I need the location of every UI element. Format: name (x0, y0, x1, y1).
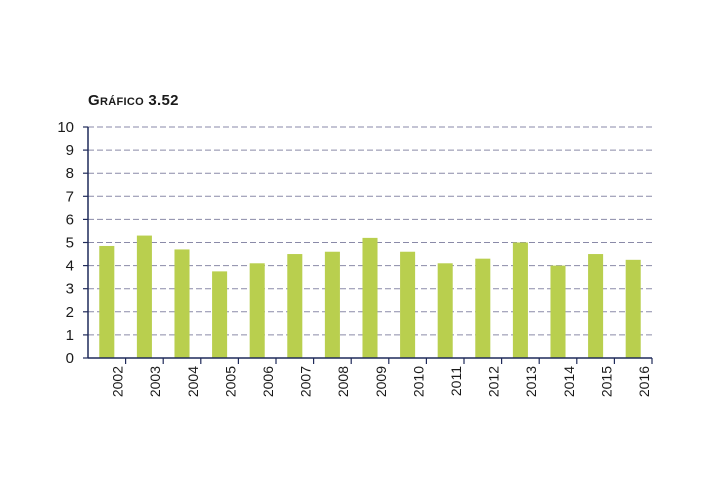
bar-2008 (324, 251, 340, 358)
bar-2010 (400, 251, 416, 358)
bar-2007 (287, 254, 303, 358)
bar-2014 (550, 265, 566, 358)
y-tick-label-2: 2 (66, 304, 74, 321)
x-tick-label-2002: 2002 (110, 366, 126, 397)
y-tick-label-6: 6 (66, 211, 74, 228)
x-tick-label-2015: 2015 (598, 366, 614, 397)
y-tick-label-5: 5 (66, 235, 74, 252)
axes (83, 126, 653, 364)
bar-2015 (588, 254, 604, 358)
bar-2003 (136, 235, 152, 358)
y-tick-label-7: 7 (66, 188, 74, 205)
bar-2012 (475, 258, 491, 358)
y-tick-label-1: 1 (66, 327, 74, 344)
x-tick-label-2003: 2003 (147, 366, 163, 397)
bar-2004 (174, 249, 190, 358)
y-tick-label-4: 4 (66, 258, 74, 275)
y-tick-label-3: 3 (66, 281, 74, 298)
bar-2009 (362, 237, 378, 358)
x-tick-label-2016: 2016 (636, 366, 652, 397)
x-tick-label-2006: 2006 (260, 366, 276, 397)
bar-2013 (512, 242, 528, 358)
y-tick-label-8: 8 (66, 165, 74, 182)
x-tick-label-2010: 2010 (410, 366, 426, 397)
x-tick-label-2007: 2007 (298, 366, 314, 397)
x-tick-label-2004: 2004 (185, 366, 201, 397)
y-tick-label-0: 0 (66, 350, 74, 367)
bar-2016 (625, 259, 641, 358)
bar-2006 (249, 263, 265, 358)
x-tick-label-2014: 2014 (561, 366, 577, 397)
bar-2002 (99, 245, 115, 358)
x-tick-label-2012: 2012 (486, 366, 502, 397)
bar-2005 (212, 271, 228, 358)
bar-2011 (437, 263, 453, 358)
x-tick-label-2011: 2011 (448, 366, 464, 396)
x-tick-label-2009: 2009 (373, 366, 389, 397)
chart-title: Gráfico 3.52 (88, 92, 179, 109)
x-tick-label-2005: 2005 (222, 366, 238, 397)
x-tick-label-2013: 2013 (523, 366, 539, 397)
y-tick-label-9: 9 (66, 142, 74, 159)
y-tick-label-10: 10 (57, 119, 74, 136)
bars (99, 235, 641, 358)
x-tick-label-2008: 2008 (335, 366, 351, 397)
tick-labels: 0 1 2 3 4 5 6 7 8 9 10 2002 2003 2004 2005 2006 2007 2008… (57, 119, 652, 397)
